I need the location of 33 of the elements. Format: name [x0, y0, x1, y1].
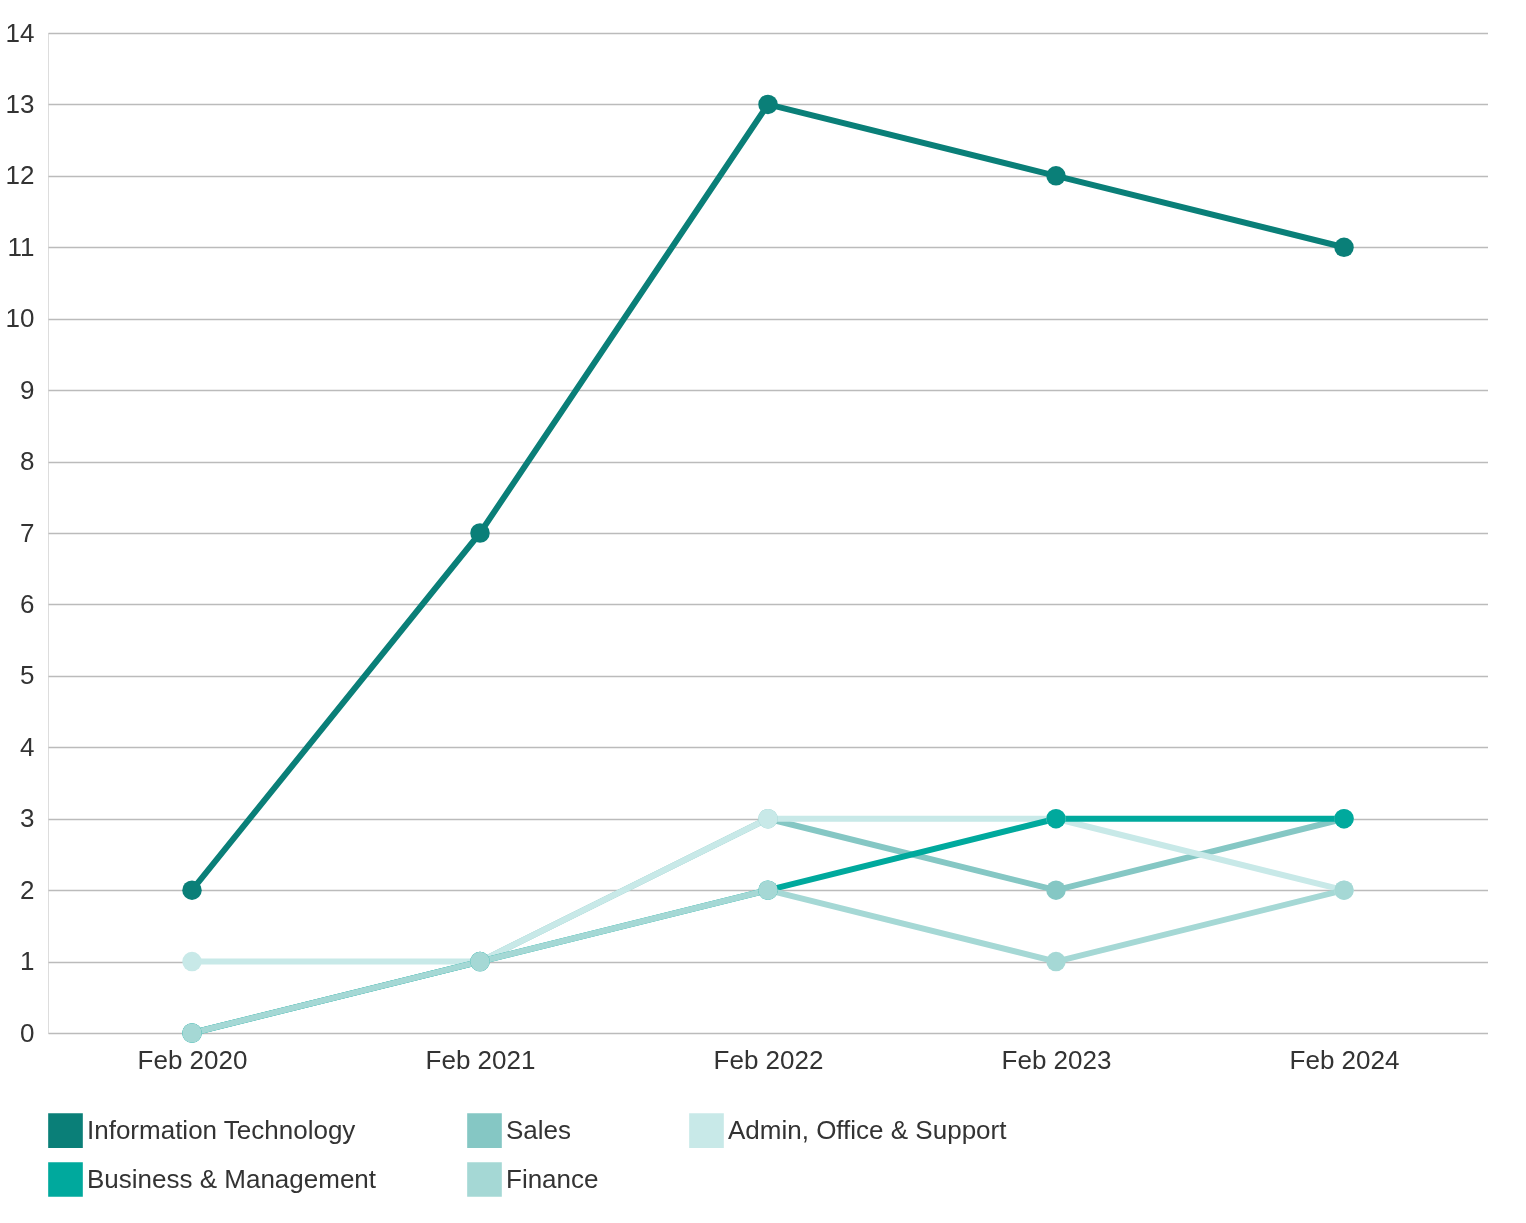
- legend-label: Finance: [506, 1163, 599, 1194]
- point: [182, 951, 202, 972]
- y-tick-label: 5: [20, 660, 35, 691]
- y-tick-label: 6: [20, 588, 35, 619]
- point: [1046, 951, 1066, 972]
- y-tick-label: 0: [20, 1017, 35, 1048]
- point: [1046, 880, 1066, 900]
- y-tick-label: 8: [20, 446, 35, 477]
- point: [758, 94, 778, 115]
- x-tick-label: Feb 2020: [137, 1044, 248, 1075]
- legend-label: Admin, Office & Support: [728, 1114, 1008, 1145]
- x-tick-label: Feb 2021: [425, 1044, 536, 1075]
- y-tick-label: 10: [5, 303, 35, 334]
- x-tick-label: Feb 2023: [1001, 1044, 1112, 1075]
- y-tick-label: 9: [20, 374, 35, 405]
- y-tick-label: 7: [20, 517, 35, 548]
- point: [182, 880, 202, 900]
- point: [1334, 237, 1354, 258]
- y-tick-label: 1: [20, 946, 35, 977]
- point: [1046, 166, 1066, 186]
- y-tick-label: 12: [5, 160, 35, 191]
- legend-label: Information Technology: [87, 1114, 356, 1145]
- y-tick-label: 4: [20, 731, 35, 762]
- y-tick-label: 11: [7, 231, 35, 262]
- y-tick-label: 2: [20, 874, 35, 905]
- point: [470, 523, 490, 543]
- legend-label: Sales: [506, 1114, 572, 1145]
- x-tick-label: Feb 2022: [713, 1044, 824, 1075]
- x-tick-label: Feb 2024: [1289, 1044, 1400, 1075]
- y-tick-label: 3: [20, 803, 35, 834]
- legend-label: Business & Management: [87, 1163, 377, 1194]
- y-tick-label: 14: [5, 17, 35, 48]
- y-tick-label: 13: [5, 88, 35, 119]
